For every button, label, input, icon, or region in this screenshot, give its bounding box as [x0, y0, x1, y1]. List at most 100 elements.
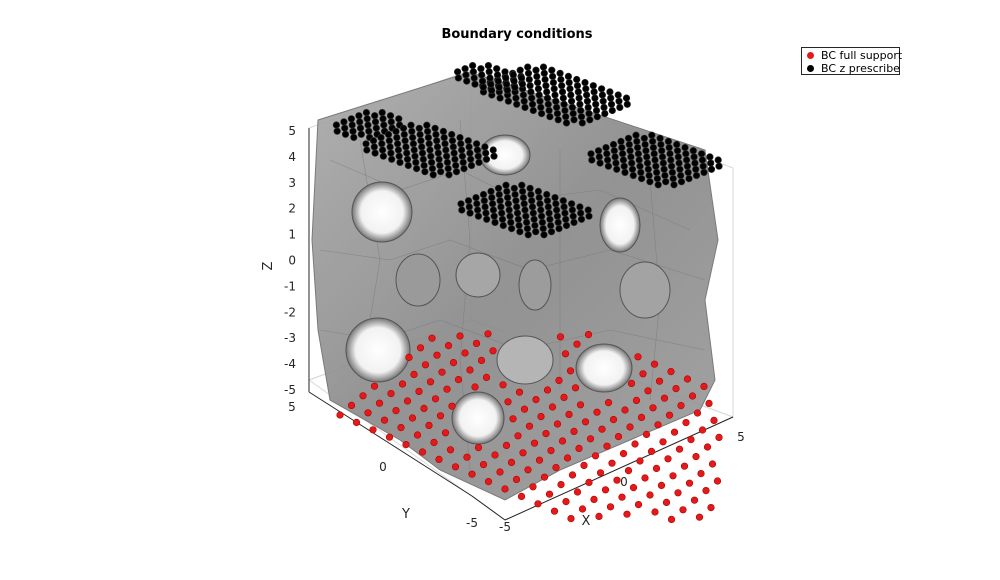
bc-z-prescribe-point [612, 159, 620, 167]
bc-full-support-point [370, 382, 379, 390]
bc-z-prescribe-point [681, 144, 689, 152]
bc-full-support-point [402, 441, 410, 449]
bc-z-prescribe-point [371, 118, 380, 126]
bc-z-prescribe-point [570, 218, 578, 226]
y-tick-label: 0 [379, 460, 387, 474]
bc-z-prescribe-point [669, 175, 677, 183]
bc-full-support-point [603, 442, 611, 450]
bc-z-prescribe-point [471, 80, 479, 88]
bc-full-support-point [517, 492, 526, 501]
bc-full-support-point [444, 342, 453, 350]
bc-z-prescribe-point [684, 168, 692, 176]
bc-z-prescribe-point [608, 106, 616, 115]
bc-z-prescribe-point [552, 103, 561, 111]
bc-full-support-point [565, 410, 573, 419]
bc-full-support-point [580, 461, 588, 470]
bc-z-prescribe-point [648, 131, 656, 139]
bc-full-support-point [369, 426, 377, 434]
bc-z-prescribe-point [615, 97, 623, 105]
bc-z-prescribe-point [554, 218, 562, 226]
bc-full-support-point [619, 450, 628, 458]
bc-z-prescribe-point [551, 91, 559, 99]
bc-z-prescribe-point [533, 72, 541, 80]
bc-z-prescribe-point [692, 165, 700, 173]
bc-full-support-point [403, 397, 412, 405]
bc-z-prescribe-point [597, 85, 606, 93]
bc-z-prescribe-point [403, 155, 412, 163]
bc-z-prescribe-point [567, 91, 575, 99]
bc-full-support-point [688, 392, 697, 400]
bc-z-prescribe-point [583, 97, 592, 105]
bc-full-support-point [576, 401, 585, 409]
bc-full-support-point [359, 392, 367, 400]
bc-full-support-point [532, 396, 540, 404]
bc-full-support-point [670, 428, 679, 436]
bc-full-support-point [707, 504, 715, 512]
bc-z-prescribe-point [458, 206, 466, 214]
bc-z-prescribe-point [482, 155, 491, 163]
bc-full-support-point [449, 359, 458, 367]
bc-full-support-point [471, 383, 479, 391]
bc-full-support-point [590, 495, 598, 504]
bc-z-prescribe-point [475, 158, 483, 166]
bc-z-prescribe-point [537, 206, 545, 214]
bc-z-prescribe-point [432, 130, 440, 139]
bc-z-prescribe-point [567, 97, 576, 105]
bc-z-prescribe-point [548, 66, 556, 74]
bc-z-prescribe-point [470, 74, 478, 82]
bc-z-prescribe-point [496, 94, 504, 102]
bc-z-prescribe-point [540, 69, 548, 77]
bc-full-support-point [692, 453, 700, 461]
bc-z-prescribe-point [542, 82, 550, 90]
z-tick-label: 0 [288, 254, 296, 268]
bc-full-support-point [631, 440, 639, 448]
bc-full-support-point [410, 370, 418, 379]
bc-z-prescribe-point [707, 165, 716, 173]
red-dot-icon [807, 52, 814, 59]
bc-z-prescribe-point [667, 156, 675, 164]
bc-full-support-point [392, 407, 400, 415]
bc-z-prescribe-point [396, 158, 404, 166]
bc-full-support-point [662, 498, 671, 507]
bc-z-prescribe-point [574, 88, 582, 96]
bc-full-support-point [571, 384, 580, 392]
bc-full-support-point [593, 408, 601, 416]
bc-z-prescribe-point [356, 124, 365, 132]
bc-z-prescribe-point [443, 152, 451, 160]
bc-z-prescribe-point [607, 100, 616, 108]
bc-z-prescribe-point [646, 178, 654, 186]
bc-z-prescribe-point [582, 91, 591, 99]
z-tick-label: -3 [284, 331, 296, 345]
bc-full-support-point [540, 473, 549, 481]
bc-z-prescribe-point [433, 137, 441, 145]
bc-full-support-point [482, 373, 491, 382]
bc-z-prescribe-point [619, 156, 628, 164]
bc-z-prescribe-point [602, 144, 610, 152]
z-tick-label: 5 [288, 124, 296, 138]
legend: BC full support BC z prescribe [801, 47, 902, 75]
bc-z-prescribe-point [473, 146, 482, 154]
bc-full-support-point [697, 470, 705, 478]
bc-z-prescribe-point [480, 197, 488, 205]
bc-z-prescribe-point [434, 149, 442, 157]
bc-z-prescribe-point [473, 200, 481, 208]
bc-z-prescribe-point [466, 149, 474, 157]
bc-z-prescribe-point [551, 194, 559, 202]
bc-full-support-point [669, 472, 677, 480]
bc-z-prescribe-point [526, 184, 534, 192]
bc-z-prescribe-point [497, 203, 505, 211]
bc-full-support-point [461, 349, 469, 357]
bc-full-support-point [627, 379, 636, 388]
bc-z-prescribe-point [411, 152, 419, 160]
bc-z-prescribe-point [437, 168, 445, 176]
bc-z-prescribe-point [536, 97, 544, 105]
bc-z-prescribe-point [670, 181, 678, 189]
bc-full-support-point [502, 441, 511, 450]
bc-z-prescribe-point [412, 158, 420, 166]
bc-z-prescribe-point [549, 78, 558, 87]
bc-z-prescribe-point [560, 100, 568, 108]
bc-full-support-point [702, 487, 710, 495]
bc-full-support-point [578, 505, 587, 513]
bc-z-prescribe-point [592, 100, 600, 108]
bc-z-prescribe-point [569, 212, 577, 220]
